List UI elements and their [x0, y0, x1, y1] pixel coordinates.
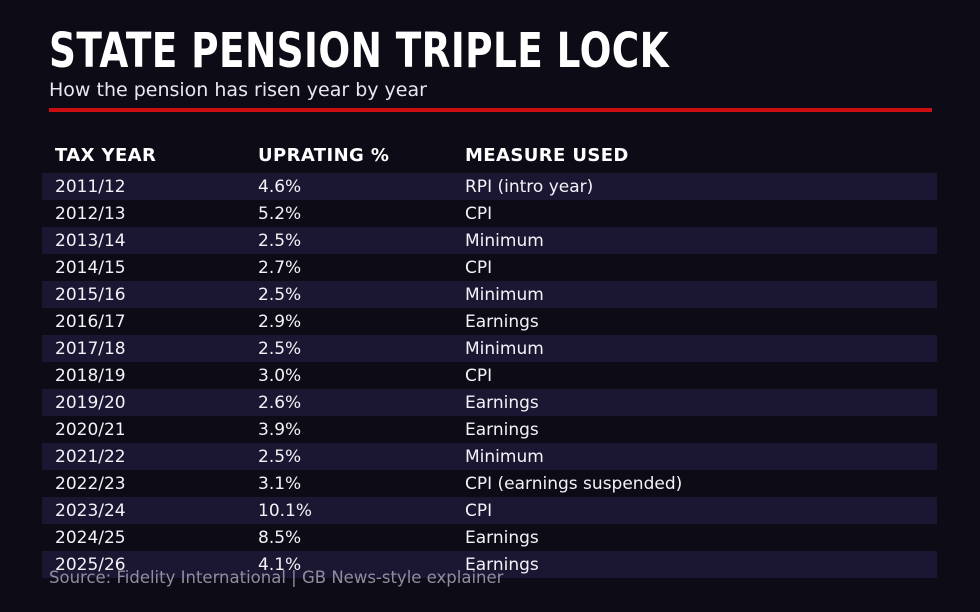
table-row: 2021/22 2.5% Minimum	[42, 443, 937, 470]
table-row: 2023/24 10.1% CPI	[42, 497, 937, 524]
cell-tax-year: 2025/26	[55, 554, 126, 575]
page-subtitle: How the pension has risen year by year	[49, 79, 427, 101]
table-row: 2018/19 3.0% CPI	[42, 362, 937, 389]
cell-tax-year: 2022/23	[55, 473, 126, 494]
cell-measure: Minimum	[465, 338, 544, 359]
cell-uprating: 10.1%	[258, 500, 313, 521]
column-header-uprating: UPRATING %	[258, 145, 390, 166]
table-row: 2016/17 2.9% Earnings	[42, 308, 937, 335]
cell-measure: CPI	[465, 203, 493, 224]
table-row: 2011/12 4.6% RPI (intro year)	[42, 173, 937, 200]
table-row: 2013/14 2.5% Minimum	[42, 227, 937, 254]
cell-uprating: 2.5%	[258, 284, 302, 305]
cell-measure: RPI (intro year)	[465, 176, 594, 197]
cell-tax-year: 2015/16	[55, 284, 126, 305]
table-row: 2019/20 2.6% Earnings	[42, 389, 937, 416]
table-row: 2017/18 2.5% Minimum	[42, 335, 937, 362]
cell-tax-year: 2014/15	[55, 257, 126, 278]
cell-tax-year: 2021/22	[55, 446, 126, 467]
table-row: 2020/21 3.9% Earnings	[42, 416, 937, 443]
cell-measure: Minimum	[465, 284, 544, 305]
source-note: Source: Fidelity International | GB News…	[49, 568, 504, 587]
cell-uprating: 3.9%	[258, 419, 302, 440]
cell-measure: Minimum	[465, 230, 544, 251]
cell-measure: Earnings	[465, 419, 539, 440]
accent-divider	[49, 108, 932, 112]
cell-uprating: 2.6%	[258, 392, 302, 413]
cell-measure: CPI	[465, 365, 493, 386]
cell-uprating: 2.7%	[258, 257, 302, 278]
cell-tax-year: 2020/21	[55, 419, 126, 440]
table-row: 2014/15 2.7% CPI	[42, 254, 937, 281]
cell-tax-year: 2019/20	[55, 392, 126, 413]
table-row: 2025/26 4.1% Earnings	[42, 551, 937, 578]
table-row: 2022/23 3.1% CPI (earnings suspended)	[42, 470, 937, 497]
cell-uprating: 3.0%	[258, 365, 302, 386]
column-header-tax-year: TAX YEAR	[55, 145, 157, 166]
table-body: 2011/12 4.6% RPI (intro year) 2012/13 5.2% CP…	[42, 173, 937, 578]
cell-uprating: 2.5%	[258, 338, 302, 359]
cell-tax-year: 2013/14	[55, 230, 126, 251]
cell-uprating: 8.5%	[258, 527, 302, 548]
cell-tax-year: 2017/18	[55, 338, 126, 359]
cell-tax-year: 2024/25	[55, 527, 126, 548]
cell-uprating: 5.2%	[258, 203, 302, 224]
cell-uprating: 4.6%	[258, 176, 302, 197]
cell-uprating: 4.1%	[258, 554, 302, 575]
cell-measure: Earnings	[465, 554, 539, 575]
table-row: 2024/25 8.5% Earnings	[42, 524, 937, 551]
cell-measure: CPI	[465, 500, 493, 521]
cell-measure: Earnings	[465, 527, 539, 548]
cell-measure: Earnings	[465, 392, 539, 413]
column-header-measure: MEASURE USED	[465, 145, 629, 166]
cell-uprating: 2.5%	[258, 230, 302, 251]
cell-uprating: 2.5%	[258, 446, 302, 467]
pension-table: TAX YEAR UPRATING % MEASURE USED 2011/12…	[42, 138, 937, 578]
cell-measure: Earnings	[465, 311, 539, 332]
cell-tax-year: 2023/24	[55, 500, 126, 521]
table-row: 2012/13 5.2% CPI	[42, 200, 937, 227]
cell-uprating: 2.9%	[258, 311, 302, 332]
cell-tax-year: 2016/17	[55, 311, 126, 332]
page-title: STATE PENSION TRIPLE LOCK	[49, 23, 670, 79]
cell-tax-year: 2012/13	[55, 203, 126, 224]
cell-uprating: 3.1%	[258, 473, 302, 494]
cell-measure: CPI	[465, 257, 493, 278]
table-row: 2015/16 2.5% Minimum	[42, 281, 937, 308]
cell-tax-year: 2011/12	[55, 176, 126, 197]
cell-tax-year: 2018/19	[55, 365, 126, 386]
cell-measure: Minimum	[465, 446, 544, 467]
table-header-row: TAX YEAR UPRATING % MEASURE USED	[42, 138, 937, 173]
cell-measure: CPI (earnings suspended)	[465, 473, 683, 494]
